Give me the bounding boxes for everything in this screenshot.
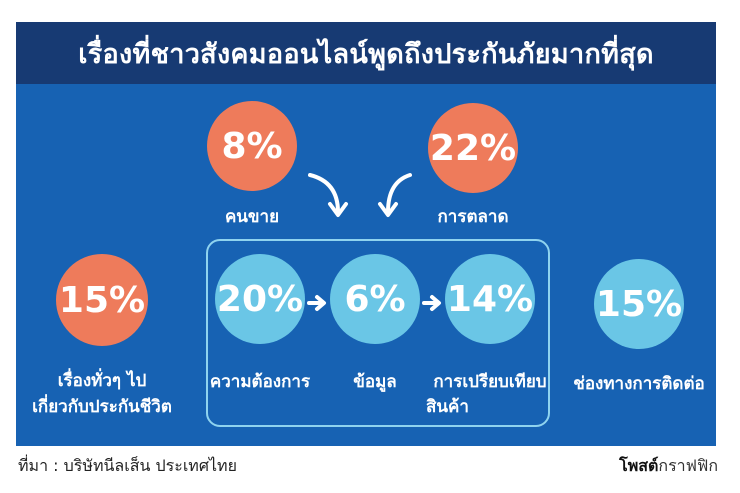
page-title: เรื่องที่ชาวสังคมออนไลน์พูดถึงประกันภัยม… [78, 38, 654, 70]
salesperson-circle: 8% [207, 101, 297, 191]
infographic-panel [16, 22, 716, 446]
contact-value: 15% [595, 283, 683, 325]
information-circle: 6% [330, 254, 420, 344]
needs-circle: 20% [215, 254, 305, 344]
marketing-label: การตลาด [437, 207, 509, 227]
contact-circle: 15% [594, 259, 684, 349]
brand-rest: กราฟฟิก [658, 456, 718, 475]
needs-value: 20% [216, 278, 304, 320]
salesperson-value: 8% [221, 125, 283, 167]
needs-label: ความต้องการ [209, 372, 311, 392]
comparison-label-line2: สินค้า [426, 397, 469, 417]
contact-label: ช่องทางการติดต่อ [573, 374, 705, 394]
general-circle: 15% [56, 254, 148, 346]
salesperson-label: คนขาย [224, 207, 280, 227]
comparison-value: 14% [446, 278, 534, 320]
comparison-circle: 14% [445, 254, 535, 344]
marketing-value: 22% [429, 127, 517, 169]
brand-logo: โพสต์กราฟฟิก [619, 454, 718, 479]
information-label: ข้อมูล [353, 372, 397, 392]
general-value: 15% [58, 279, 146, 321]
comparison-label-line1: การเปรียบเทียบ [433, 372, 547, 392]
general-label-line1: เรื่องทั่วๆ ไป [57, 371, 147, 391]
title-bar: เรื่องที่ชาวสังคมออนไลน์พูดถึงประกันภัยม… [16, 22, 716, 84]
marketing-circle: 22% [428, 103, 518, 193]
information-value: 6% [344, 278, 406, 320]
source-note: ที่มา : บริษัทนีลเส็น ประเทศไทย [18, 456, 237, 475]
general-label-line2: เกี่ยวกับประกันชีวิต [32, 397, 172, 417]
grouped-box [206, 239, 550, 427]
brand-bold: โพสต์ [619, 456, 659, 475]
